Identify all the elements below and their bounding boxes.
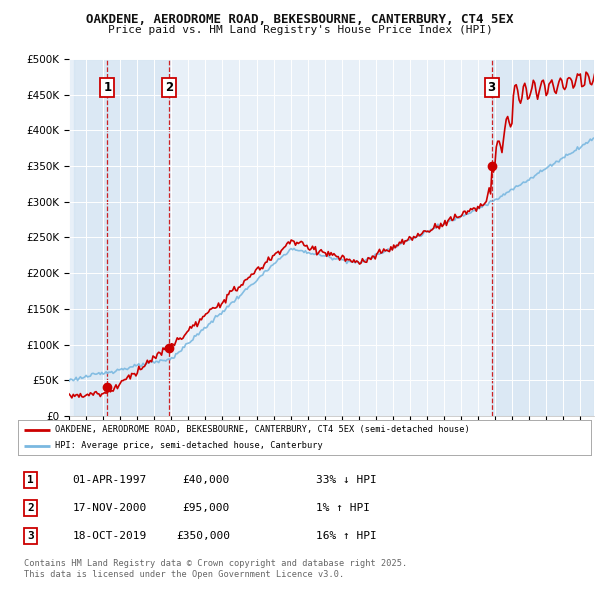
Text: £350,000: £350,000	[176, 531, 230, 541]
Text: 2: 2	[27, 503, 34, 513]
Text: 1: 1	[103, 81, 112, 94]
Text: 01-APR-1997: 01-APR-1997	[73, 475, 146, 485]
Text: OAKDENE, AERODROME ROAD, BEKESBOURNE, CANTERBURY, CT4 5EX: OAKDENE, AERODROME ROAD, BEKESBOURNE, CA…	[86, 13, 514, 26]
Text: 1: 1	[27, 475, 34, 485]
Text: Price paid vs. HM Land Registry's House Price Index (HPI): Price paid vs. HM Land Registry's House …	[107, 25, 493, 35]
Text: HPI: Average price, semi-detached house, Canterbury: HPI: Average price, semi-detached house,…	[55, 441, 323, 450]
Text: 17-NOV-2000: 17-NOV-2000	[73, 503, 146, 513]
Text: 3: 3	[27, 531, 34, 541]
Text: 33% ↓ HPI: 33% ↓ HPI	[316, 475, 377, 485]
Bar	[491, 59, 594, 416]
Text: 3: 3	[487, 81, 496, 94]
Text: £95,000: £95,000	[183, 503, 230, 513]
Bar	[74, 59, 107, 416]
Text: Contains HM Land Registry data © Crown copyright and database right 2025.
This d: Contains HM Land Registry data © Crown c…	[24, 559, 407, 579]
Text: 18-OCT-2019: 18-OCT-2019	[73, 531, 146, 541]
Text: 2: 2	[165, 81, 173, 94]
Bar	[107, 59, 169, 416]
Text: £40,000: £40,000	[183, 475, 230, 485]
Text: 16% ↑ HPI: 16% ↑ HPI	[316, 531, 377, 541]
Text: 1% ↑ HPI: 1% ↑ HPI	[316, 503, 370, 513]
Text: OAKDENE, AERODROME ROAD, BEKESBOURNE, CANTERBURY, CT4 5EX (semi-detached house): OAKDENE, AERODROME ROAD, BEKESBOURNE, CA…	[55, 425, 470, 434]
